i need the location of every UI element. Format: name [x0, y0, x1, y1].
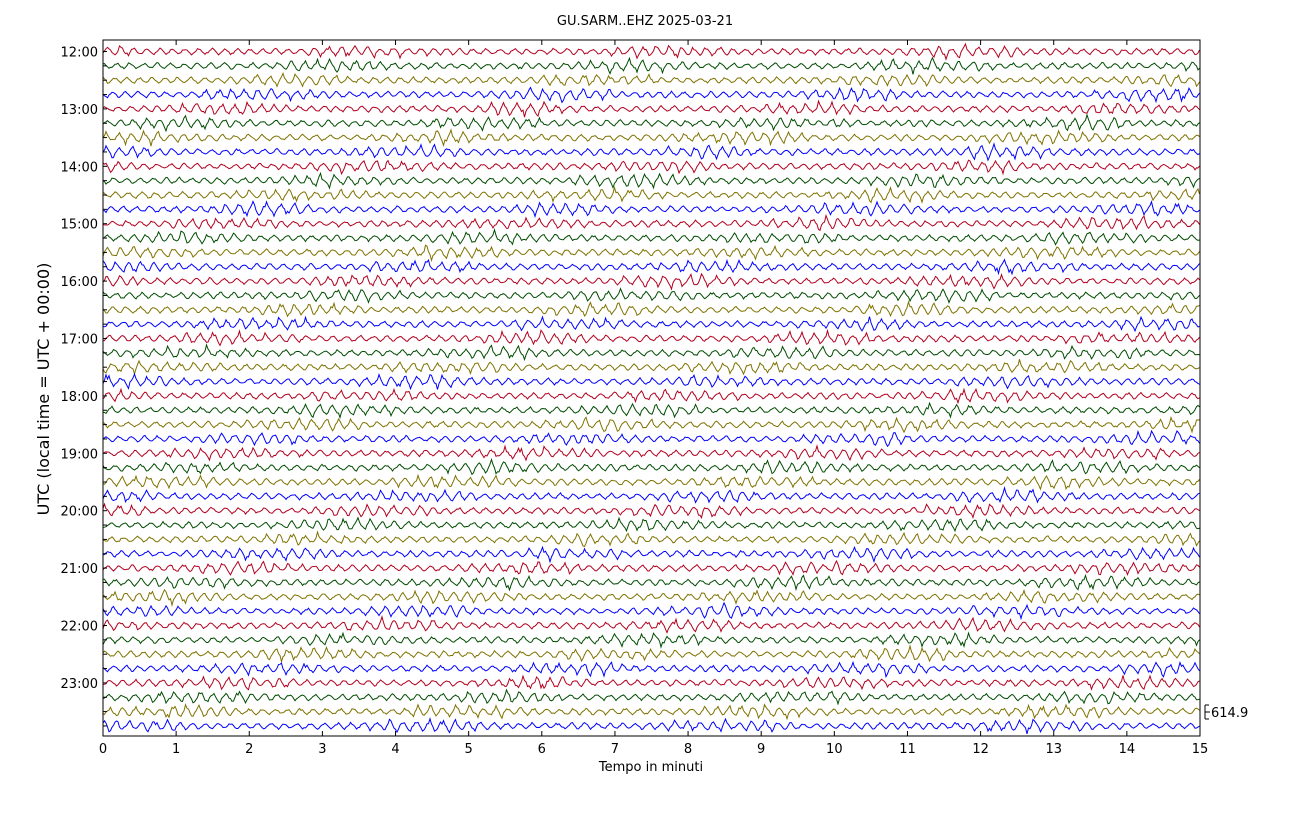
seismic-trace-2345: [102, 716, 1200, 734]
seismic-trace-1515: [102, 228, 1200, 246]
x-tick-label: 13: [1045, 742, 1062, 757]
seismic-trace-1815: [102, 401, 1200, 420]
x-tick-label: 2: [245, 742, 253, 757]
seismic-trace-1615: [102, 287, 1200, 304]
y-axis-label: UTC (local time = UTC + 00:00): [34, 263, 53, 516]
y-tick-label: 21:00: [61, 562, 98, 577]
seismic-trace-2200: [102, 615, 1200, 634]
seismic-trace-1800: [102, 387, 1200, 405]
amplitude-scale-label: 614.9: [1211, 706, 1248, 721]
y-tick-label: 19:00: [61, 447, 98, 462]
seismic-trace-1830: [102, 415, 1200, 434]
seismic-trace-1715: [102, 343, 1200, 362]
chart-title: GU.SARM..EHZ 2025-03-21: [557, 14, 733, 29]
x-tick-label: 10: [826, 742, 843, 757]
y-tick-label: 22:00: [61, 620, 98, 635]
trace-group: [102, 42, 1200, 734]
x-tick-label: 3: [318, 742, 326, 757]
y-tick-label: 23:00: [61, 677, 98, 692]
x-tick-label: 7: [611, 742, 619, 757]
seismic-trace-2315: [102, 688, 1200, 706]
seismic-trace-1845: [102, 429, 1200, 448]
seismic-trace-1215: [102, 56, 1200, 75]
x-tick-label: 14: [1119, 742, 1136, 757]
seismic-trace-1530: [102, 244, 1200, 263]
seismic-trace-1315: [102, 113, 1200, 133]
seismic-trace-2100: [102, 559, 1200, 576]
seismic-trace-1400: [102, 159, 1200, 176]
seismic-trace-1730: [102, 359, 1200, 376]
x-tick-label: 9: [757, 742, 765, 757]
seismic-trace-1645: [102, 315, 1200, 333]
seismic-trace-1230: [102, 72, 1200, 88]
seismic-trace-2215: [102, 631, 1200, 649]
seismic-trace-1600: [102, 272, 1200, 291]
seismic-trace-1930: [102, 473, 1200, 491]
seismic-trace-2015: [102, 516, 1200, 533]
seismic-trace-1545: [102, 258, 1200, 276]
y-tick-label: 13:00: [61, 103, 98, 118]
seismic-trace-1700: [102, 328, 1200, 347]
seismic-trace-1415: [102, 171, 1200, 190]
x-tick-label: 5: [465, 742, 473, 757]
seismic-trace-2145: [102, 601, 1200, 621]
amplitude-scale-marker: 614.9: [1204, 704, 1248, 721]
x-tick-label: 0: [99, 742, 107, 757]
y-tick-label: 20:00: [61, 505, 98, 520]
x-tick-label: 15: [1192, 742, 1209, 757]
x-tick-label: 1: [172, 742, 180, 757]
x-tick-label: 12: [972, 742, 989, 757]
x-tick-label: 11: [899, 742, 916, 757]
y-axis: 12:00 13:00 14:00 15:00 16:00 17:00 18:00 19:00…: [61, 46, 107, 727]
seismic-trace-1345: [102, 142, 1200, 162]
seismic-trace-1245: [102, 86, 1200, 104]
x-axis: 0 1 2 3 4 5 6 7 8 9 10 11 12 13 14 15: [99, 40, 1208, 757]
seismic-trace-2300: [102, 674, 1200, 691]
seismic-trace-2000: [102, 502, 1200, 520]
seismic-trace-1445: [102, 200, 1200, 219]
seismic-trace-1500: [102, 213, 1200, 232]
y-tick-label: 18:00: [61, 390, 98, 405]
y-tick-label: 17:00: [61, 333, 98, 348]
seismic-trace-2230: [102, 644, 1200, 664]
seismic-trace-2130: [102, 588, 1200, 607]
x-tick-label: 6: [538, 742, 546, 757]
seismic-trace-2115: [102, 573, 1200, 592]
seismic-trace-1945: [102, 486, 1200, 504]
seismic-trace-1300: [102, 99, 1200, 118]
y-tick-label: 16:00: [61, 275, 98, 290]
x-tick-label: 4: [391, 742, 399, 757]
y-tick-label: 12:00: [61, 46, 98, 61]
seismic-trace-1630: [102, 300, 1200, 318]
seismic-trace-2030: [102, 530, 1200, 548]
plot-frame: [102, 39, 1201, 737]
seismic-trace-1330: [102, 128, 1200, 148]
seismic-trace-1430: [102, 185, 1200, 204]
x-tick-label: 8: [684, 742, 692, 757]
seismic-trace-2045: [102, 545, 1200, 564]
seismic-trace-2245: [102, 660, 1200, 679]
seismic-trace-1900: [102, 444, 1200, 462]
y-tick-label: 15:00: [61, 218, 98, 233]
seismic-trace-2330: [102, 703, 1200, 721]
y-tick-label: 14:00: [61, 160, 98, 175]
x-axis-label: Tempo in minuti: [598, 760, 703, 775]
seismic-trace-1915: [102, 457, 1200, 476]
seismic-trace-1200: [102, 42, 1200, 61]
seismic-trace-1745: [102, 372, 1200, 391]
